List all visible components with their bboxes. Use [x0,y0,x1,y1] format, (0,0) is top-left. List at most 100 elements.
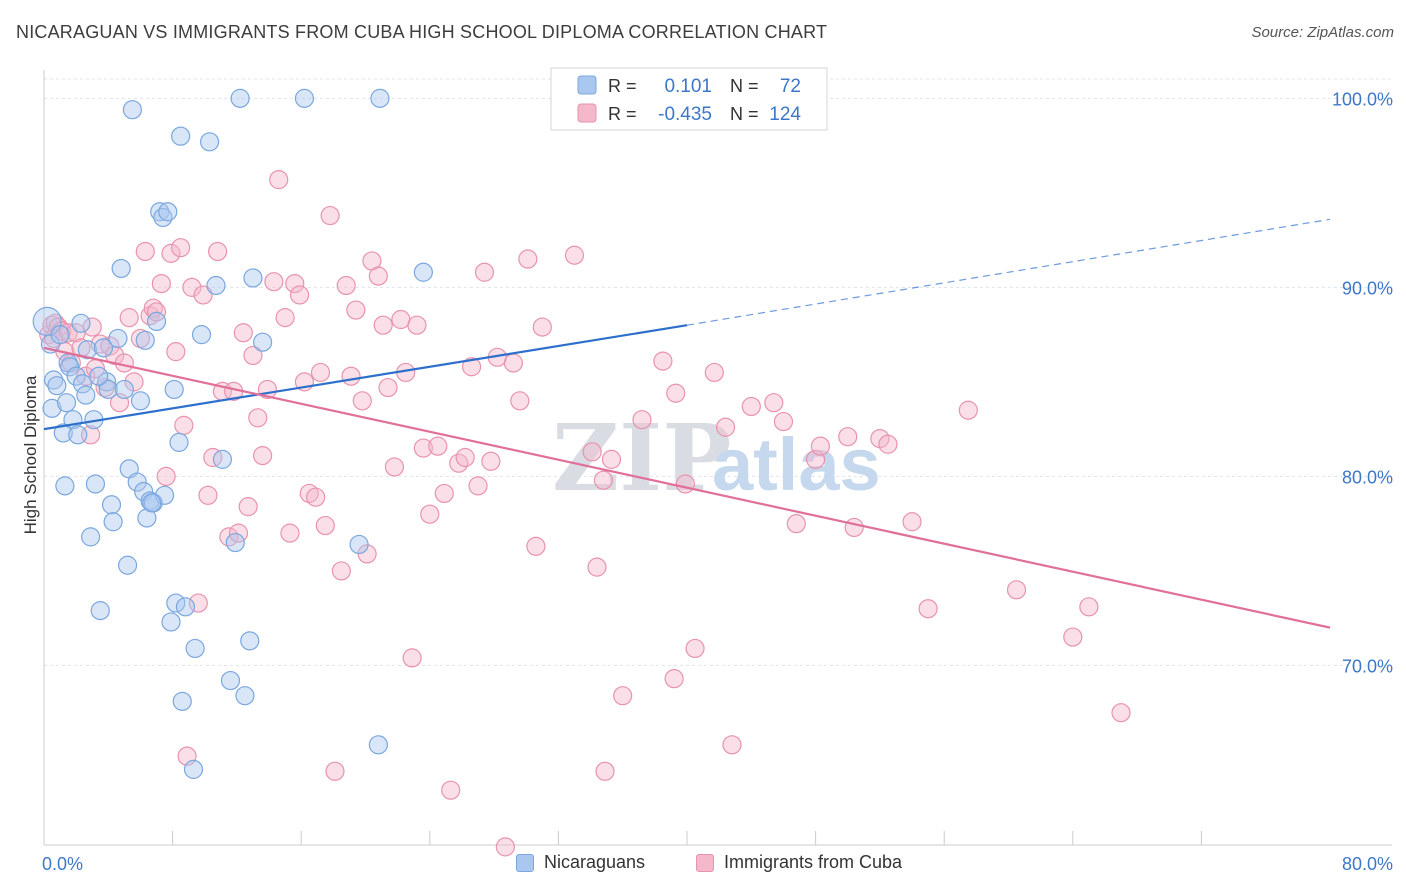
point-nicaraguans [72,374,93,394]
point-immigrants-from-cuba [722,735,742,755]
stats-swatch-blue [577,75,597,95]
point-immigrants-from-cuba [532,317,552,337]
point-nicaraguans [101,495,122,515]
point-nicaraguans [349,534,369,555]
stats-r-value-2: -0.435 [658,104,712,125]
legend-label-nicaraguans: Nicaraguans [544,852,646,872]
point-nicaraguans [111,258,131,279]
point-immigrants-from-cuba [773,411,794,432]
point-nicaraguans [108,328,128,349]
series-immigrants-from-cuba [39,170,1131,857]
point-immigrants-from-cuba [685,638,705,659]
point-nicaraguans [183,759,204,779]
point-nicaraguans [368,735,388,755]
point-immigrants-from-cuba [264,272,284,292]
point-immigrants-from-cuba [428,436,448,456]
point-nicaraguans [47,376,67,396]
point-immigrants-from-cuba [715,417,736,437]
point-immigrants-from-cuba [336,275,356,296]
point-immigrants-from-cuba [280,523,300,543]
legend-item-nicaraguans[interactable]: Nicaraguans [516,852,645,873]
point-immigrants-from-cuba [82,317,102,337]
point-immigrants-from-cuba [331,561,351,581]
point-nicaraguans [56,393,77,413]
point-nicaraguans [66,366,86,386]
point-immigrants-from-cuba [1111,703,1131,723]
point-immigrants-from-cuba [810,436,831,456]
point-immigrants-from-cuba [582,442,602,462]
point-immigrants-from-cuba [1079,597,1099,617]
point-nicaraguans [191,325,212,345]
stats-n-label-1: N = [730,76,759,96]
point-immigrants-from-cuba [741,396,761,417]
watermark-zip: ZIP [552,404,731,512]
legend-item-immigrants-from-cuba[interactable]: Immigrants from Cuba [696,852,902,873]
point-nicaraguans [89,366,109,386]
point-immigrants-from-cuba [595,761,615,781]
point-nicaraguans [413,262,433,282]
point-immigrants-from-cuba [613,686,633,706]
point-immigrants-from-cuba [325,761,345,781]
point-immigrants-from-cuba [48,317,69,337]
point-immigrants-from-cuba [455,447,475,468]
point-nicaraguans [225,532,245,553]
legend-swatch-blue [516,853,534,872]
stats-swatch-pink [577,103,597,123]
point-immigrants-from-cuba [253,446,273,466]
watermark-atlas: atlas [712,423,881,506]
point-immigrants-from-cuba [391,309,411,330]
point-nicaraguans [135,330,155,350]
point-immigrants-from-cuba [275,308,295,328]
point-immigrants-from-cuba [902,512,922,532]
point-immigrants-from-cuba [124,372,144,392]
point-nicaraguans [90,601,110,621]
point-immigrants-from-cuba [526,536,546,556]
point-nicaraguans [76,385,96,405]
point-nicaraguans [171,126,191,146]
point-nicaraguans [142,493,162,513]
point-nicaraguans [235,686,255,706]
point-immigrants-from-cuba [838,427,858,447]
point-nicaraguans [114,379,134,400]
point-immigrants-from-cuba [182,277,202,297]
point-nicaraguans [77,340,98,360]
point-immigrants-from-cuba [135,241,155,262]
point-immigrants-from-cuba [171,238,191,258]
point-immigrants-from-cuba [844,517,864,538]
point-immigrants-from-cuba [233,323,253,343]
point-immigrants-from-cuba [166,342,186,362]
trend-line-nicaraguans [43,324,688,431]
point-nicaraguans [169,432,189,452]
point-immigrants-from-cuba [764,393,784,413]
point-nicaraguans [158,202,178,222]
point-nicaraguans [81,527,101,547]
point-immigrants-from-cuba [320,205,340,226]
point-immigrants-from-cuba [420,504,440,524]
point-nicaraguans [50,325,70,345]
point-nicaraguans [127,472,147,492]
point-nicaraguans [172,691,192,711]
point-nicaraguans [240,631,260,651]
point-immigrants-from-cuba [664,669,684,689]
point-immigrants-from-cuba [461,357,482,377]
point-immigrants-from-cuba [474,262,495,282]
point-immigrants-from-cuba [378,377,398,398]
trend-line-nicaraguans-extension [686,218,1331,326]
point-nicaraguans [164,379,184,400]
axes-layer: 100.0% 90.0% 80.0% 70.0% 0.0% 80.0% [42,70,1393,874]
point-immigrants-from-cuba [315,515,335,536]
point-nicaraguans [98,379,118,400]
point-nicaraguans [117,555,138,575]
point-immigrants-from-cuba [1063,627,1083,647]
y-tick-label: 100.0% [1332,89,1393,109]
chart-title: NICARAGUAN VS IMMIGRANTS FROM CUBA HIGH … [16,22,828,42]
legend-label-immigrants-from-cuba: Immigrants from Cuba [724,852,903,872]
point-immigrants-from-cuba [58,323,78,343]
point-immigrants-from-cuba [518,249,538,269]
point-immigrants-from-cuba [193,285,213,305]
point-nicaraguans [55,476,75,496]
point-immigrants-from-cuba [341,366,361,386]
point-immigrants-from-cuba [174,415,194,435]
point-immigrants-from-cuba [346,300,366,320]
